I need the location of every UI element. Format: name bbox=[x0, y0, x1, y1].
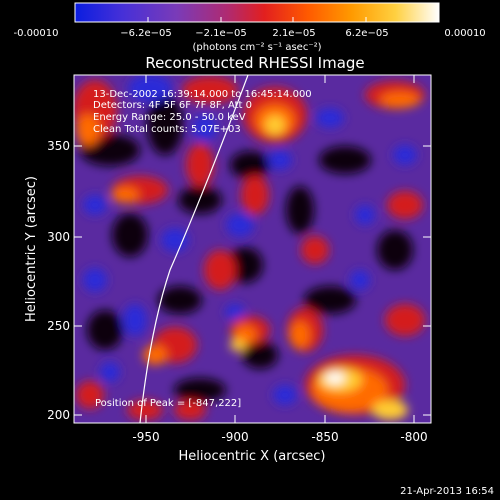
plot-title: Reconstructed RHESSI Image bbox=[145, 54, 364, 72]
y-tick-label: 250 bbox=[47, 319, 70, 333]
x-axis-title: Heliocentric X (arcsec) bbox=[179, 449, 326, 464]
y-tick-label: 300 bbox=[47, 230, 70, 244]
y-tick-label: 200 bbox=[47, 408, 70, 422]
peak-position-label: Position of Peak = [-847,222] bbox=[95, 398, 241, 409]
colorbar-units: (photons cm⁻² s⁻¹ asec⁻²) bbox=[192, 42, 321, 53]
info-time-range: 13-Dec-2002 16:39:14.000 to 16:45:14.000 bbox=[93, 89, 312, 100]
colorbar-tick-label: −6.2e−05 bbox=[120, 28, 172, 39]
plot-frame bbox=[73, 74, 432, 424]
info-energy-range: Energy Range: 25.0 - 50.0 keV bbox=[93, 112, 246, 123]
info-detectors: Detectors: 4F 5F 6F 7F 8F, Att 0 bbox=[93, 100, 252, 111]
x-tick-label: -900 bbox=[221, 430, 248, 444]
colorbar-tick-label: 2.1e−05 bbox=[272, 28, 315, 39]
colorbar-ticks bbox=[74, 17, 440, 22]
timestamp: 21-Apr-2013 16:54 bbox=[400, 486, 494, 497]
solar-limb-curve bbox=[139, 75, 249, 423]
y-tick-label: 350 bbox=[47, 139, 70, 153]
y-axis-ticks bbox=[74, 145, 431, 416]
x-tick-label: -850 bbox=[311, 430, 338, 444]
y-axis-title: Heliocentric Y (arcsec) bbox=[24, 176, 39, 322]
colorbar-tick-label: 0.00010 bbox=[444, 28, 485, 39]
x-axis-ticks bbox=[145, 75, 415, 423]
colorbar-tick-label: -0.00010 bbox=[14, 28, 59, 39]
colorbar-tick-label: 6.2e−05 bbox=[345, 28, 388, 39]
colorbar bbox=[74, 2, 440, 23]
rhessi-image bbox=[74, 75, 431, 423]
colorbar-tick-label: −2.1e−05 bbox=[195, 28, 247, 39]
x-tick-label: -800 bbox=[400, 430, 427, 444]
info-counts: Clean Total counts: 5.07E+03 bbox=[93, 124, 241, 135]
x-tick-label: -950 bbox=[132, 430, 159, 444]
